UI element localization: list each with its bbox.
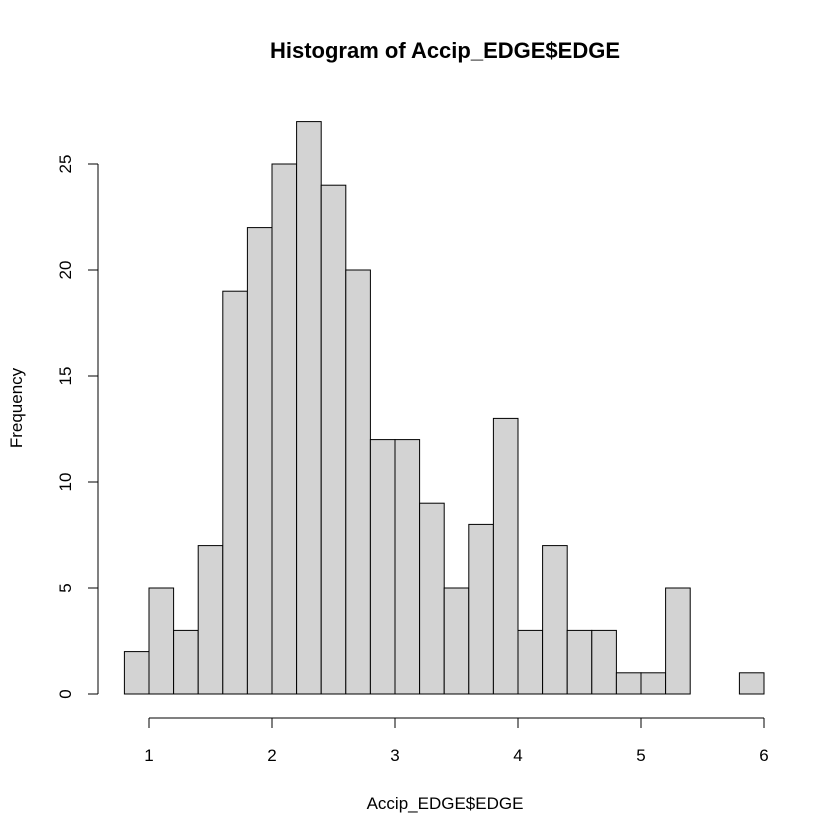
histogram-bar <box>394 439 421 695</box>
histogram-bar <box>369 439 396 695</box>
y-axis: 0 5 10 15 20 25 <box>56 155 99 699</box>
histogram-bar <box>738 672 765 695</box>
y-tick-label: 0 <box>56 689 75 698</box>
histogram-bar <box>566 629 593 695</box>
x-tick-label: 2 <box>267 746 276 765</box>
histogram-bar <box>615 672 642 695</box>
x-tick-label: 6 <box>759 746 768 765</box>
histogram-bar <box>665 587 691 695</box>
bars-group <box>123 121 765 695</box>
histogram-bar <box>640 672 667 695</box>
y-tick-label: 5 <box>56 583 75 592</box>
x-axis-label: Accip_EDGE$EDGE <box>367 794 524 813</box>
histogram-bar <box>197 545 224 695</box>
histogram-bar <box>542 545 568 695</box>
histogram-bar <box>517 629 544 695</box>
histogram-bar <box>443 587 470 695</box>
y-tick-label: 20 <box>56 261 75 280</box>
x-tick-label: 4 <box>513 746 522 765</box>
histogram-bar <box>123 651 150 695</box>
x-axis: 1 2 3 4 5 6 <box>144 717 769 765</box>
histogram-bar <box>419 502 445 695</box>
x-tick-label: 1 <box>144 746 153 765</box>
x-tick-label: 5 <box>636 746 645 765</box>
y-tick-label: 10 <box>56 473 75 492</box>
histogram-bar <box>173 629 199 695</box>
histogram-bar <box>320 184 347 695</box>
histogram-bar <box>591 629 617 695</box>
histogram-bar <box>345 269 371 695</box>
histogram-bar <box>222 290 248 695</box>
x-tick-label: 3 <box>390 746 399 765</box>
histogram-bar <box>468 523 494 695</box>
chart-title: Histogram of Accip_EDGE$EDGE <box>270 38 620 63</box>
y-tick-label: 25 <box>56 155 75 174</box>
histogram-bar <box>271 163 298 695</box>
y-tick-label: 15 <box>56 367 75 386</box>
histogram-bar <box>246 227 273 695</box>
histogram-bar <box>296 121 322 695</box>
y-axis-label: Frequency <box>7 367 26 448</box>
histogram-bar <box>492 417 519 695</box>
histogram-bar <box>148 587 175 695</box>
